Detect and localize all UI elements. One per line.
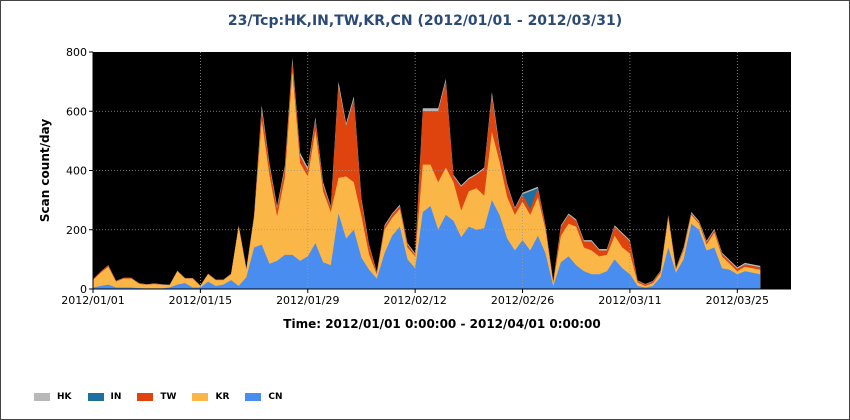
area-series-cn <box>93 200 761 289</box>
legend-item-hk: HK <box>34 392 72 402</box>
legend-item-kr: KR <box>192 392 229 402</box>
chart-title: 23/Tcp:HK,IN,TW,KR,CN (2012/01/01 - 2012… <box>227 13 623 29</box>
x-tick-label: 2012/01/15 <box>169 294 232 307</box>
x-axis-ticks: 2012/01/01 2012/01/15 2012/01/29 2012/02/12… <box>61 52 791 307</box>
y-axis-ticks: 0 200 400 600 800 <box>66 46 93 296</box>
x-axis-label: Time: 2012/01/01 0:00:00 - 2012/04/01 0:… <box>283 317 600 331</box>
legend-item-cn: CN <box>245 392 283 402</box>
legend-label: CN <box>268 392 283 402</box>
legend-swatch <box>87 393 104 401</box>
x-tick-label: 2012/02/26 <box>491 294 554 307</box>
legend-label: KR <box>215 392 230 402</box>
gridlines <box>93 52 791 289</box>
x-tick-label: 2012/01/01 <box>61 294 124 307</box>
area-series-kr <box>93 71 761 289</box>
x-tick-label: 2012/03/25 <box>706 294 769 307</box>
y-tick-label: 400 <box>66 165 87 178</box>
legend-swatch <box>137 393 154 401</box>
legend-swatch <box>192 393 209 401</box>
legend-label: TW <box>160 392 177 402</box>
legend-item-in: IN <box>87 392 122 402</box>
legend: HK IN TW KR CN <box>34 392 299 402</box>
y-tick-label: 800 <box>66 46 87 59</box>
y-axis-label: Scan count/day <box>38 119 52 222</box>
legend-label: HK <box>57 392 72 402</box>
x-tick-label: 2012/01/29 <box>276 294 339 307</box>
y-tick-label: 600 <box>66 105 87 118</box>
legend-item-tw: TW <box>137 392 176 402</box>
x-tick-label: 2012/03/11 <box>598 294 661 307</box>
area-layers <box>93 57 761 290</box>
legend-label: IN <box>110 392 122 402</box>
legend-swatch <box>34 393 50 401</box>
y-tick-label: 200 <box>66 224 87 237</box>
y-tick-label: 0 <box>80 283 87 296</box>
x-tick-label: 2012/02/12 <box>383 294 446 307</box>
legend-swatch <box>245 393 262 401</box>
